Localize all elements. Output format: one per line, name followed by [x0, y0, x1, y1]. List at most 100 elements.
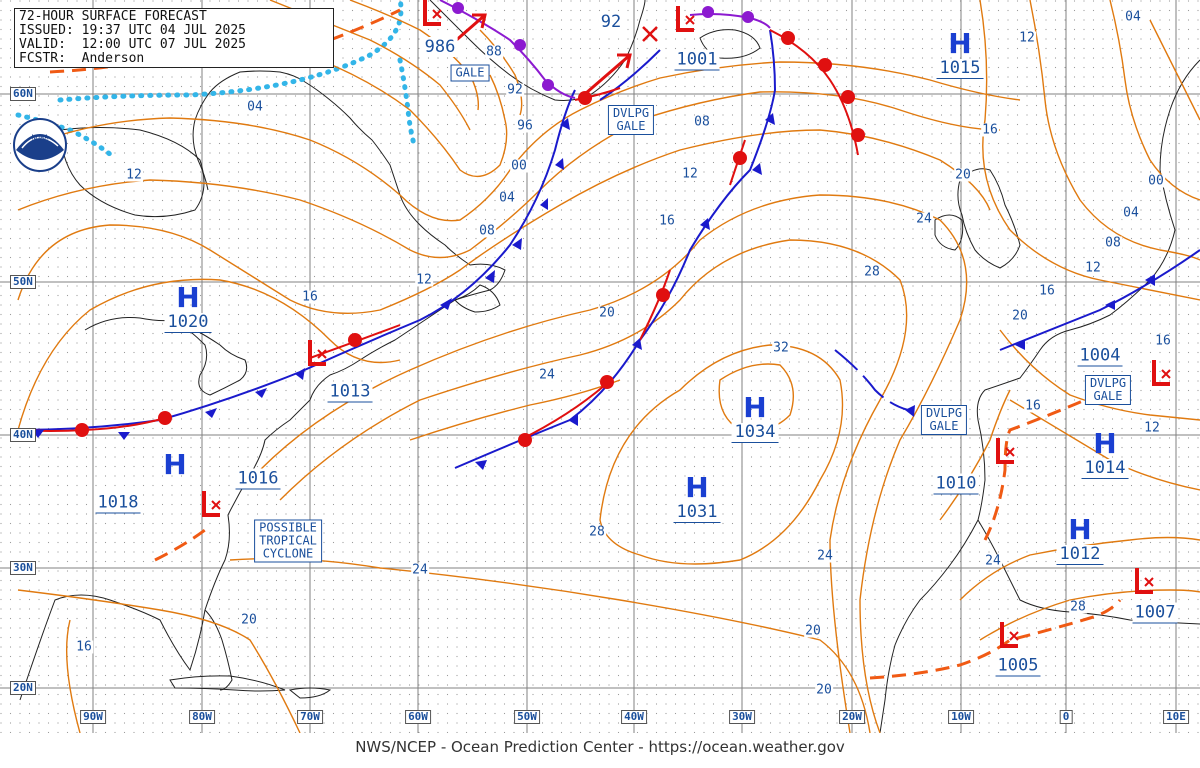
isobar-label: 20 — [1011, 308, 1029, 324]
isobar-label: 16 — [1154, 333, 1172, 349]
isobar-label: 08 — [1104, 235, 1122, 251]
lon-label-10e: 10E — [1163, 710, 1189, 724]
isobar-label: 12 — [1018, 30, 1036, 46]
low-center-symbol — [308, 340, 327, 366]
lat-label-40n: 40N — [10, 428, 36, 442]
noaa-logo-text: NOAA — [31, 133, 49, 142]
isobar-label: 16 — [1024, 398, 1042, 414]
isobar-label: 08 — [478, 223, 496, 239]
isobar-label: 20 — [598, 305, 616, 321]
isobar-label: 00 — [510, 158, 528, 174]
gale-warning-box: GALE — [450, 64, 490, 82]
isobar-label: 24 — [915, 211, 933, 227]
low-pressure: 1016 — [235, 468, 281, 490]
low-pressure: 92 — [598, 12, 624, 32]
lon-label-40w: 40W — [621, 710, 647, 724]
isobar-label: 28 — [588, 524, 606, 540]
low-pressure: 1010 — [933, 473, 979, 495]
isobar-label: 00 — [1147, 173, 1165, 189]
isobar — [17, 129, 991, 314]
lon-label-60w: 60W — [405, 710, 431, 724]
high-center: H 1034 — [731, 393, 779, 443]
isobar — [939, 389, 1011, 521]
high-pressure: 1018 — [95, 492, 141, 514]
isobar-label: 28 — [1069, 599, 1087, 615]
valid-time: VALID: 12:00 UTC 07 JUL 2025 — [19, 37, 246, 52]
high-center: H — [163, 448, 187, 481]
isobar — [979, 589, 1200, 641]
isobar-label: 16 — [75, 639, 93, 655]
coast-cuba — [169, 675, 286, 692]
isobar-label: 16 — [981, 122, 999, 138]
coast-hudson-bay — [59, 127, 205, 218]
coast-north-america — [19, 70, 506, 701]
isobar-label: 08 — [693, 114, 711, 130]
isobar-label: 16 — [658, 213, 676, 229]
isobar — [599, 344, 844, 565]
noaa-logo-icon — [13, 118, 67, 172]
lon-label-30w: 30W — [729, 710, 755, 724]
isobar — [17, 589, 301, 734]
low-pressure: 986 — [422, 37, 458, 57]
high-center: H 1015 — [936, 29, 984, 79]
isobar — [979, 0, 1200, 301]
dvlpg-gale-box: DVLPG GALE — [920, 405, 968, 435]
isobar-label: 32 — [772, 340, 790, 356]
isobar-label: 12 — [415, 272, 433, 288]
lon-label-0: 0 — [1059, 710, 1073, 724]
forecast-stamp: 72-HOUR SURFACE FORECAST ISSUED: 19:37 U… — [14, 8, 334, 68]
high-pressure: 1034 — [731, 423, 779, 443]
high-center: H 1020 — [164, 283, 212, 333]
lon-label-90w: 90W — [80, 710, 106, 724]
isobar-label: 16 — [1038, 283, 1056, 299]
isobar-label: 92 — [506, 82, 524, 98]
isobar-label: 24 — [984, 553, 1002, 569]
high-center: H 1014 — [1081, 429, 1129, 479]
isobar-label: 12 — [125, 167, 143, 183]
isobar-label: 04 — [1122, 205, 1140, 221]
isobar-label: 28 — [863, 264, 881, 280]
high-pressure: 1031 — [673, 503, 721, 523]
lat-label-20n: 20N — [10, 681, 36, 695]
warm-front-semicircles — [75, 31, 865, 447]
low-pressure: 1004 — [1077, 345, 1123, 367]
lon-label-70w: 70W — [297, 710, 323, 724]
dvlpg-front-dashed — [834, 349, 909, 411]
high-pressure: 1020 — [164, 313, 212, 333]
low-center-symbol — [1135, 568, 1154, 594]
isobar — [259, 194, 968, 734]
coast-greenland — [429, 0, 646, 101]
isobar-label: 88 — [485, 44, 503, 60]
low-pressure: 1007 — [1132, 602, 1178, 624]
isobar-label: 24 — [816, 548, 834, 564]
low-pressure: 1005 — [995, 655, 1041, 677]
tropical-cyclone-box: POSSIBLE TROPICAL CYCLONE — [254, 519, 322, 563]
lon-label-50w: 50W — [514, 710, 540, 724]
coast-newfoundland — [454, 284, 501, 313]
isobar-label: 16 — [301, 289, 319, 305]
issued-time: ISSUED: 19:37 UTC 04 JUL 2025 — [19, 23, 246, 38]
isobar-label: 04 — [498, 190, 516, 206]
isobar-label: 96 — [516, 118, 534, 134]
isobar-label: 04 — [246, 99, 264, 115]
lon-label-10w: 10W — [948, 710, 974, 724]
lat-label-30n: 30N — [10, 561, 36, 575]
isobar-label: 04 — [1124, 9, 1142, 25]
low-center-symbol — [1152, 360, 1171, 386]
high-pressure: 1015 — [936, 59, 984, 79]
low-centers — [202, 0, 1171, 648]
high-pressure: 1014 — [1081, 459, 1129, 479]
lat-label-60n: 60N — [10, 87, 36, 101]
dvlpg-gale-box: DVLPG GALE — [1084, 375, 1132, 405]
isobar-label: 20 — [815, 682, 833, 698]
coast-british-isles — [957, 168, 1021, 269]
isobar — [1149, 19, 1200, 121]
isobar — [279, 239, 908, 734]
forecaster: FCSTR: Anderson — [19, 51, 145, 66]
isobar — [1109, 0, 1200, 201]
dot-grid — [0, 0, 1200, 733]
low-center-symbol — [1000, 622, 1019, 648]
lon-label-20w: 20W — [839, 710, 865, 724]
